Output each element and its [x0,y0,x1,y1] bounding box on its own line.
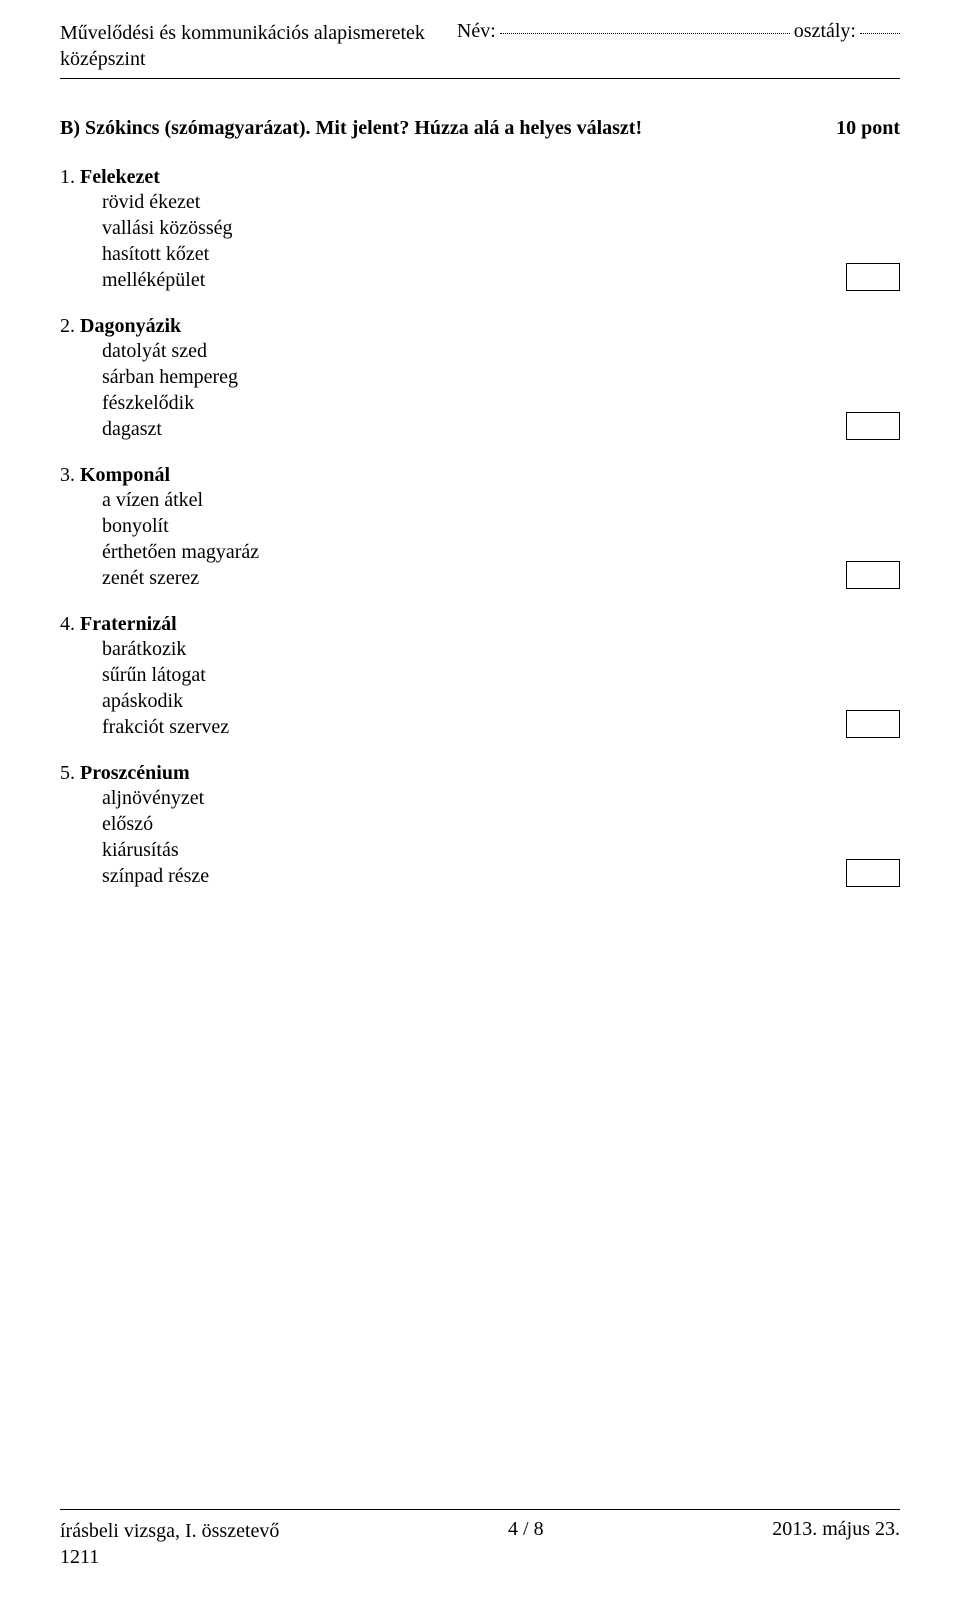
question-option: sűrűn látogat [102,662,826,688]
score-box[interactable] [846,561,900,589]
question-row: 4. Fraternizálbarátkoziksűrűn látogatapá… [60,613,900,740]
question-text: 4. Fraternizálbarátkoziksűrűn látogatapá… [60,613,826,740]
question-title: 2. Dagonyázik [60,315,826,338]
score-box[interactable] [846,859,900,887]
question-block: 4. Fraternizálbarátkoziksűrűn látogatapá… [60,613,900,740]
question-options: barátkoziksűrűn látogatapáskodikfrakciót… [60,636,826,740]
question-option: melléképület [102,267,826,293]
question-option: a vízen átkel [102,487,826,513]
question-option: dagaszt [102,416,826,442]
subject-line-1: Művelődési és kommunikációs alapismerete… [60,20,425,46]
page-header: Művelődési és kommunikációs alapismerete… [60,20,900,72]
question-number: 3. [60,464,80,486]
score-box[interactable] [846,412,900,440]
subject-line-2: középszint [60,46,425,72]
footer-page-number: 4 / 8 [508,1518,544,1570]
question-block: 2. Dagonyázikdatolyát szedsárban hempere… [60,315,900,442]
question-option: aljnövényzet [102,785,826,811]
question-block: 5. Proszcéniumaljnövényzetelőszókiárusít… [60,762,900,889]
name-blank [500,33,790,34]
question-row: 5. Proszcéniumaljnövényzetelőszókiárusít… [60,762,900,889]
question-option: rövid ékezet [102,189,826,215]
question-option: barátkozik [102,636,826,662]
questions-container: 1. Felekezetrövid ékezetvallási közösség… [60,166,900,889]
page-footer: írásbeli vizsga, I. összetevő 1211 4 / 8… [60,1509,900,1570]
question-text: 5. Proszcéniumaljnövényzetelőszókiárusít… [60,762,826,889]
footer-date: 2013. május 23. [772,1518,900,1570]
question-option: érthetően magyaráz [102,539,826,565]
footer-code: 1211 [60,1544,279,1570]
name-label: Név: [457,20,496,43]
question-option: fészkelődik [102,390,826,416]
question-text: 1. Felekezetrövid ékezetvallási közösség… [60,166,826,293]
question-block: 1. Felekezetrövid ékezetvallási közösség… [60,166,900,293]
score-box[interactable] [846,263,900,291]
question-title: 1. Felekezet [60,166,826,189]
question-option: kiárusítás [102,837,826,863]
question-block: 3. Komponála vízen átkelbonyolítérthetőe… [60,464,900,591]
question-options: rövid ékezetvallási közösséghasított kőz… [60,189,826,293]
question-row: 2. Dagonyázikdatolyát szedsárban hempere… [60,315,900,442]
header-subject: Művelődési és kommunikációs alapismerete… [60,20,425,72]
question-number: 5. [60,762,80,784]
question-options: a vízen átkelbonyolítérthetően magyarázz… [60,487,826,591]
score-box[interactable] [846,710,900,738]
question-options: datolyát szedsárban hemperegfészkelődikd… [60,338,826,442]
question-option: bonyolít [102,513,826,539]
question-number: 4. [60,613,80,635]
class-label: osztály: [794,20,856,43]
footer-left: írásbeli vizsga, I. összetevő 1211 [60,1518,279,1570]
question-title: 3. Komponál [60,464,826,487]
question-title: 4. Fraternizál [60,613,826,636]
question-option: sárban hempereg [102,364,826,390]
question-term: Proszcénium [80,762,190,784]
question-number: 2. [60,315,80,337]
question-term: Dagonyázik [80,315,181,337]
question-option: színpad része [102,863,826,889]
question-term: Felekezet [80,166,160,188]
question-option: frakciót szervez [102,714,826,740]
question-option: zenét szerez [102,565,826,591]
question-option: datolyát szed [102,338,826,364]
question-option: előszó [102,811,826,837]
question-option: vallási közösség [102,215,826,241]
question-term: Komponál [80,464,170,486]
question-option: hasított kőzet [102,241,826,267]
question-title: 5. Proszcénium [60,762,826,785]
main-content: B) Szókincs (szómagyarázat). Mit jelent?… [60,79,900,1509]
header-name-class: Név: osztály: [457,20,900,43]
question-row: 1. Felekezetrövid ékezetvallási közösség… [60,166,900,293]
question-options: aljnövényzetelőszókiárusításszínpad rész… [60,785,826,889]
question-text: 2. Dagonyázikdatolyát szedsárban hempere… [60,315,826,442]
class-blank [860,33,900,34]
question-row: 3. Komponála vízen átkelbonyolítérthetőe… [60,464,900,591]
question-term: Fraternizál [80,613,177,635]
section-heading-row: B) Szókincs (szómagyarázat). Mit jelent?… [60,117,900,140]
footer-exam-info: írásbeli vizsga, I. összetevő [60,1518,279,1544]
question-option: apáskodik [102,688,826,714]
question-number: 1. [60,166,80,188]
section-points: 10 pont [836,117,900,140]
section-title: B) Szókincs (szómagyarázat). Mit jelent?… [60,117,642,140]
question-text: 3. Komponála vízen átkelbonyolítérthetőe… [60,464,826,591]
